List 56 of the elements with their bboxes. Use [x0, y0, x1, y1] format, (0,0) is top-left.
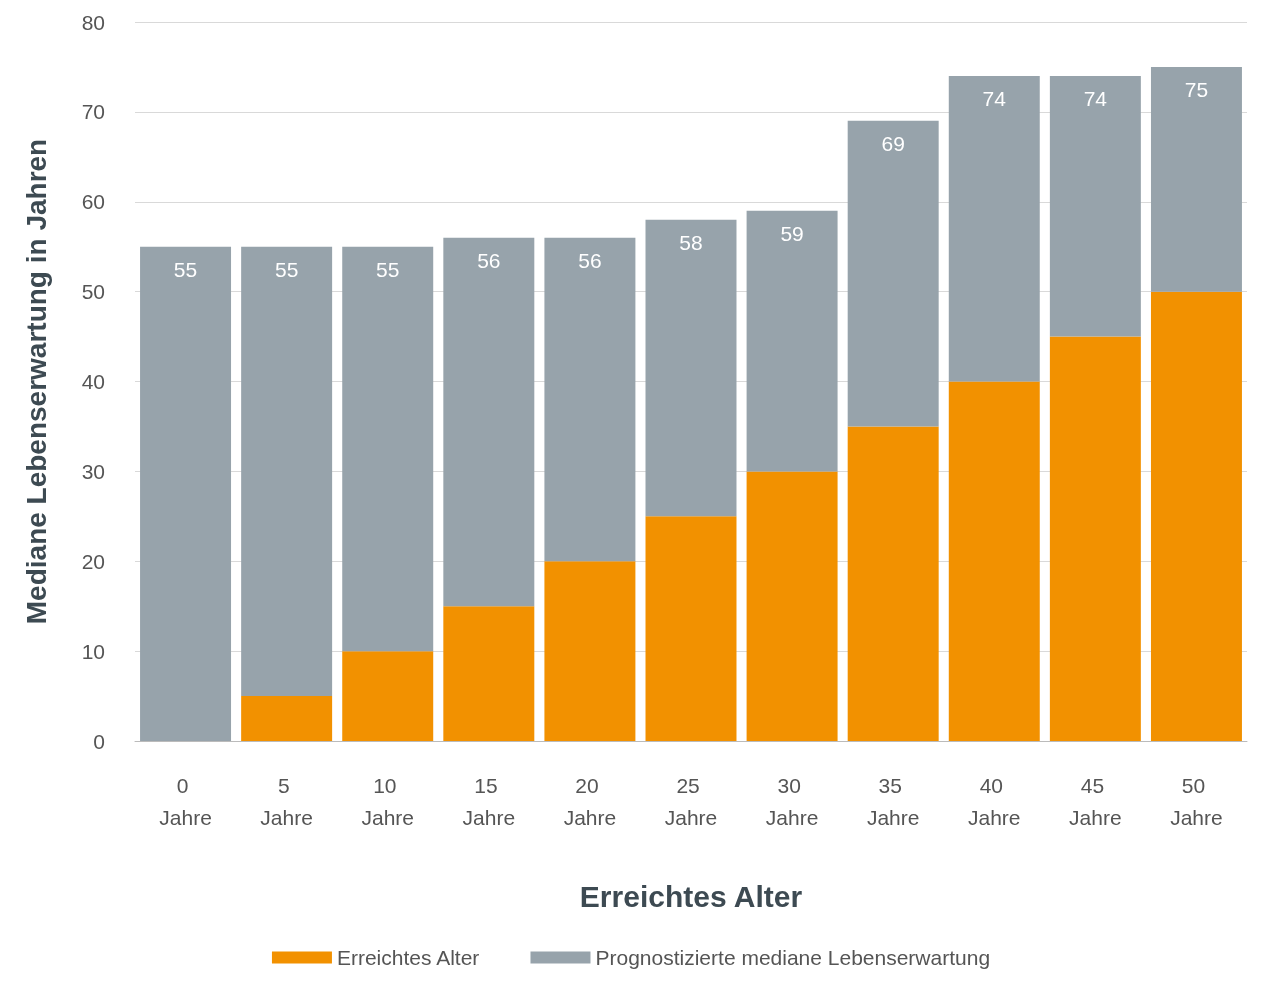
total-label: 55: [274, 257, 299, 281]
y-tick-label: 70: [81, 100, 105, 124]
x-tick-label: 35 Jahre: [866, 773, 920, 829]
bar: [746, 471, 838, 741]
bar: [746, 210, 838, 472]
bar: [847, 426, 939, 741]
x-tick-label: 0 Jahre: [159, 773, 212, 829]
legend-label: Erreichtes Alter: [336, 946, 480, 969]
bar: [847, 120, 939, 427]
total-label: 56: [578, 248, 602, 272]
x-tick-label: 10 Jahre: [361, 773, 414, 829]
y-axis-title: Mediane Lebenserwartung in Jahren: [20, 138, 52, 625]
y-tick-label: 40: [81, 370, 105, 393]
y-tick-label: 30: [81, 459, 105, 483]
bar: [948, 75, 1040, 382]
bar: [645, 516, 737, 741]
x-tick-label: 5 Jahre: [260, 773, 313, 829]
bar: [443, 606, 535, 741]
x-tick-label: 50 Jahre: [1170, 773, 1223, 829]
y-tick-label: 60: [81, 190, 105, 214]
total-label: 58: [679, 230, 703, 254]
bar: [645, 219, 737, 517]
legend-label: Prognostizierte mediane Lebenserwartung: [595, 946, 991, 969]
y-tick-label: 10: [81, 639, 105, 663]
bar: [1150, 66, 1242, 292]
bar: [342, 246, 434, 652]
x-tick-label: 25 Jahre: [664, 773, 718, 829]
y-tick-label: 20: [81, 549, 105, 573]
total-label: 55: [376, 257, 400, 281]
total-label: 69: [881, 131, 905, 155]
bar: [241, 696, 333, 741]
x-axis-title: Erreichtes Alter: [579, 879, 803, 913]
y-tick-label: 80: [81, 10, 105, 34]
bar: [140, 246, 232, 741]
total-label: 55: [173, 257, 198, 281]
x-tick-label: 15 Jahre: [462, 773, 516, 829]
y-tick-label: 0: [93, 729, 105, 753]
bar: [1049, 336, 1141, 741]
total-label: 74: [982, 86, 1007, 110]
bar: [342, 651, 434, 741]
x-tick-label: 20 Jahre: [563, 773, 617, 829]
bar: [1150, 291, 1242, 741]
bar: [544, 561, 636, 741]
bar: [948, 381, 1040, 741]
x-tick-label: 45 Jahre: [1069, 773, 1122, 829]
total-label: 59: [780, 221, 804, 245]
x-tick-label: 40 Jahre: [968, 773, 1021, 829]
total-label: 75: [1184, 77, 1209, 101]
y-tick-label: 50: [81, 280, 105, 304]
x-tick-label: 30 Jahre: [765, 773, 819, 829]
total-label: 74: [1083, 86, 1108, 110]
bar: [544, 237, 636, 562]
bar: [241, 246, 333, 697]
bar: [443, 237, 535, 607]
total-label: 56: [477, 248, 501, 272]
bar: [1049, 75, 1141, 337]
